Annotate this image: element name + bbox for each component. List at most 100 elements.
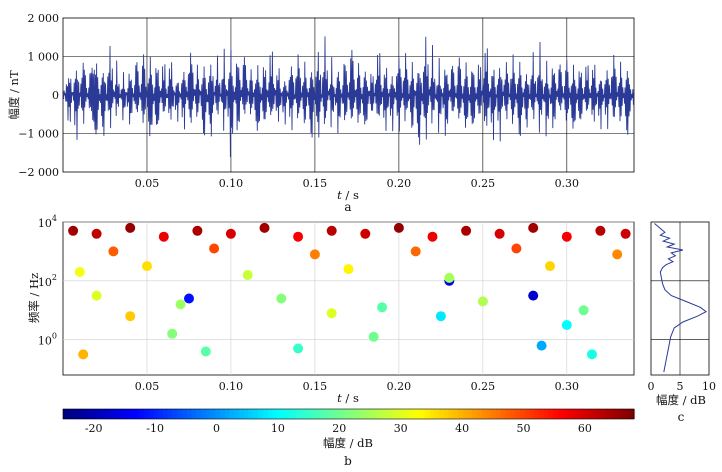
colorbar-segment: [576, 409, 583, 419]
colorbar-segment: [610, 409, 616, 419]
panel-b-point: [293, 343, 304, 354]
panel-b-point: [125, 311, 136, 322]
colorbar-segment: [305, 409, 312, 419]
colorbar-segment: [353, 409, 359, 419]
colorbar-segment: [110, 409, 116, 419]
colorbar-segment: [572, 409, 578, 419]
colorbar-segment: [543, 409, 549, 419]
panel-b-point: [528, 290, 539, 301]
colorbar-segment: [191, 409, 197, 419]
colorbar-segment: [372, 409, 378, 419]
panel-b-point: [561, 320, 572, 330]
colorbar-segment: [448, 409, 454, 419]
colorbar-segment: [348, 409, 354, 419]
panel-b-point: [578, 305, 589, 316]
panel-a-letter: a: [344, 200, 351, 214]
colorbar-segment: [519, 409, 526, 419]
panel-b-xtick-label: 0.15: [303, 380, 328, 393]
panel-c-spectrum: [654, 223, 708, 373]
colorbar-segment: [553, 409, 559, 419]
panel-b-point: [142, 261, 152, 272]
colorbar-segment: [291, 409, 297, 419]
colorbar-segment: [105, 409, 112, 419]
colorbar-segment: [239, 409, 245, 419]
panel-b-point: [209, 243, 220, 254]
panel-b-point: [326, 225, 337, 236]
panel-b-point: [108, 246, 119, 257]
colorbar-segment: [386, 409, 392, 419]
colorbar-segment: [205, 409, 212, 419]
panel-b-point: [326, 308, 337, 319]
colorbar-segment: [177, 409, 183, 419]
panel-b-point: [242, 270, 253, 280]
colorbar-segment: [129, 409, 135, 419]
colorbar-segment: [120, 409, 126, 419]
colorbar-segment: [515, 409, 521, 419]
panel-a-xtick-label: 0.10: [219, 177, 244, 190]
panel-b-point: [393, 222, 404, 233]
colorbar-segment: [267, 409, 273, 419]
colorbar-segment: [63, 409, 69, 419]
colorbar-segment: [524, 409, 530, 419]
panel-a-ytick-label: 2 000: [28, 12, 60, 25]
colorbar-segment: [196, 409, 202, 419]
panel-b-xtick-label: 0.05: [135, 380, 160, 393]
panel-b-ytick-label: 100: [38, 332, 57, 348]
colorbar-segment: [253, 409, 259, 419]
colorbar-segment: [619, 409, 626, 419]
panel-c-xtick-label: 5: [677, 380, 684, 393]
colorbar-segment: [101, 409, 107, 419]
colorbar-segment: [143, 409, 150, 419]
colorbar-segment: [181, 409, 188, 419]
colorbar-segment: [248, 409, 254, 419]
colorbar-segment: [172, 409, 178, 419]
colorbar-segment: [139, 409, 145, 419]
colorbar-segment: [557, 409, 564, 419]
colorbar-segment: [453, 409, 459, 419]
panel-b-point: [595, 225, 606, 236]
panel-b-point: [612, 249, 623, 260]
colorbar-segment: [476, 409, 483, 419]
panel-c-spectrum-line: [654, 223, 708, 373]
colorbar-segment: [500, 409, 507, 419]
panel-c: 0 5 10 幅度 / dB c: [648, 221, 716, 424]
colorbar-segment: [429, 409, 435, 419]
panel-b-point: [561, 231, 572, 242]
colorbar-segment: [272, 409, 278, 419]
colorbar-segment: [167, 409, 174, 419]
panel-b-point: [494, 228, 505, 239]
colorbar-tick-label: 10: [271, 422, 285, 435]
colorbar-tick-label: -20: [85, 422, 103, 435]
colorbar-segment: [391, 409, 397, 419]
panel-b-xtick-label: 0.20: [387, 380, 412, 393]
colorbar: -20 -10 0 10 20 30 40 50 60: [62, 408, 635, 435]
panel-a-signal: [63, 36, 634, 158]
panel-b-point: [225, 228, 236, 239]
colorbar-frame: [62, 408, 635, 420]
colorbar-segment: [600, 409, 607, 419]
panel-b-point: [536, 340, 547, 351]
colorbar-segment: [462, 409, 469, 419]
panel-b-point: [368, 331, 379, 342]
panel-b-point: [427, 231, 438, 242]
panel-b-frame: [62, 221, 635, 376]
panel-c-xtick-label: 0: [648, 380, 655, 393]
colorbar-segment: [82, 409, 88, 419]
panel-b-letter: b: [344, 454, 352, 468]
panel-b-xlabel-var: t: [337, 391, 342, 405]
colorbar-tick-label: 40: [455, 422, 469, 435]
panel-b-scatter: [68, 222, 631, 360]
panel-a: 0.05 0.10 0.15 0.20 0.25 0.30 2 000 1 000 0 −1 00…: [7, 12, 635, 214]
colorbar-segment: [148, 409, 155, 419]
panel-b-point: [477, 296, 488, 307]
colorbar-segment: [334, 409, 340, 419]
panel-b-point: [410, 246, 421, 257]
panel-b-ytick-label: 104: [38, 214, 57, 230]
panel-b-xlabel-unit: / s: [342, 391, 359, 405]
panel-b-point: [259, 222, 270, 233]
panel-b-point: [125, 222, 136, 233]
panel-b-point: [175, 299, 186, 310]
colorbar-segment: [405, 409, 411, 419]
panel-b-point: [192, 225, 203, 236]
